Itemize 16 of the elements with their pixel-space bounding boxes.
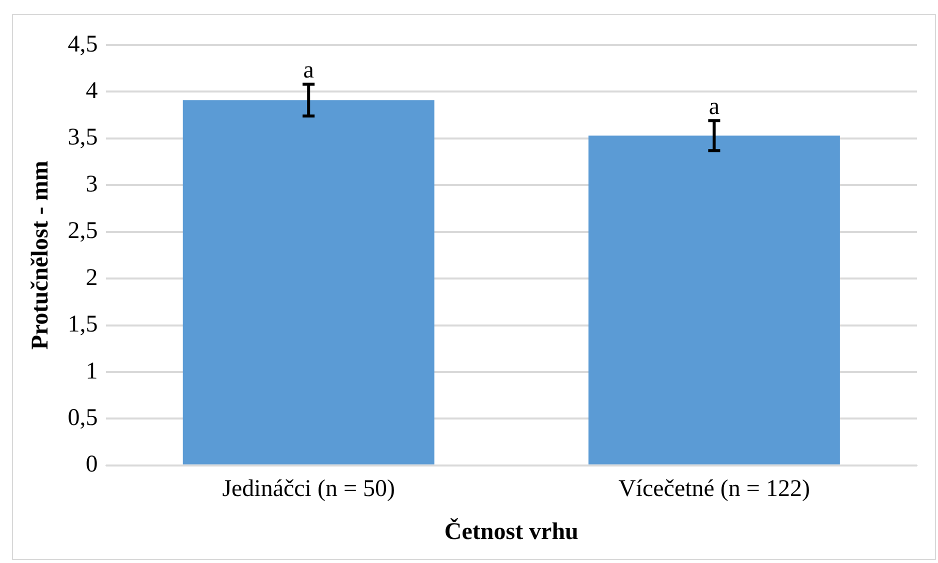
x-tick-label: Jedináčci (n = 50) xyxy=(222,476,396,502)
y-tick-label: 0 xyxy=(86,452,98,478)
y-tick-label: 1,5 xyxy=(68,312,98,338)
y-tick-label: 4 xyxy=(86,78,98,104)
y-tick-label: 0,5 xyxy=(68,404,98,431)
annotation: a xyxy=(708,94,720,120)
y-tick-label: 4,5 xyxy=(68,31,98,58)
y-tick-label: 2 xyxy=(86,264,98,291)
y-tick-label: 3 xyxy=(86,171,98,198)
x-tick-label: Vícečetné (n = 122) xyxy=(618,476,810,502)
annotation: a xyxy=(303,58,314,84)
y-axis-title: Protučnělost - mm xyxy=(28,160,54,350)
y-tick-label: 3,5 xyxy=(68,124,98,151)
y-tick-label: 2,5 xyxy=(68,218,98,244)
x-axis-title: Četnost vrhu xyxy=(444,518,578,545)
y-tick-label: 1 xyxy=(86,358,98,384)
